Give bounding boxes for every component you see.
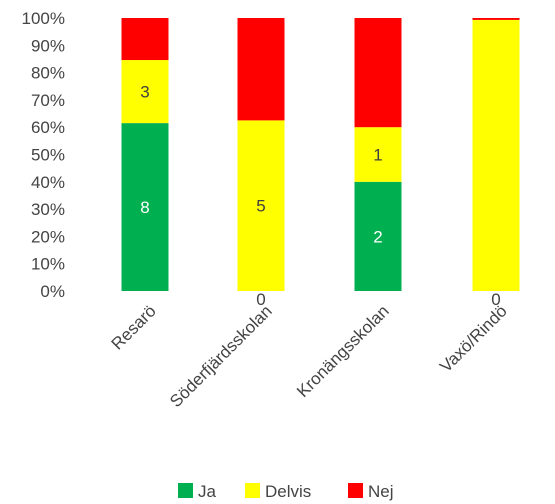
- legend-item-nej: Nej: [348, 482, 394, 501]
- x-axis: Resarö Söderfjärdsskolan Kronängsskolan Vax…: [108, 301, 511, 411]
- data-label: 3: [140, 83, 149, 102]
- legend-label: Delvis: [265, 482, 311, 501]
- bar-segment-nej: [237, 18, 285, 121]
- y-tick-label: 20%: [31, 227, 65, 246]
- bar-segment-delvis: [121, 60, 169, 124]
- bar-segment-nej: [472, 18, 520, 20]
- x-tick-label: Söderfjärdsskolan: [166, 301, 276, 411]
- x-tick-label: Kronängsskolan: [293, 301, 393, 401]
- bars: 8 3 0 5 2 1 0: [121, 18, 520, 309]
- legend-item-delvis: Delvis: [245, 482, 311, 501]
- y-tick-label: 50%: [31, 146, 65, 165]
- y-tick-label: 80%: [31, 64, 65, 83]
- y-tick-label: 30%: [31, 200, 65, 219]
- y-tick-label: 10%: [31, 255, 65, 274]
- legend: Ja Delvis Nej: [178, 482, 394, 501]
- data-label: 0: [491, 290, 500, 309]
- x-tick-label: Vaxö/Rindö: [436, 301, 511, 376]
- bar-segment-ja: [354, 181, 402, 291]
- data-label: 8: [140, 198, 149, 217]
- legend-swatch: [245, 483, 260, 498]
- y-axis: 0% 10% 20% 30% 40% 50% 60% 70% 80% 90% 100%: [22, 9, 65, 301]
- y-tick-label: 40%: [31, 173, 65, 192]
- legend-item-ja: Ja: [178, 482, 217, 501]
- bar-segment-delvis: [354, 127, 402, 182]
- legend-swatch: [178, 483, 193, 498]
- bar-segment-delvis: [472, 19, 520, 291]
- data-label: 2: [373, 227, 382, 246]
- x-tick-label: Resarö: [108, 301, 160, 353]
- data-label: 5: [256, 197, 265, 216]
- y-tick-label: 90%: [31, 36, 65, 55]
- y-tick-label: 100%: [22, 9, 65, 28]
- legend-label: Nej: [368, 482, 394, 501]
- data-label: 1: [373, 146, 382, 165]
- y-tick-label: 0%: [40, 282, 65, 301]
- bar-segment-ja: [121, 123, 169, 291]
- bar-segment-delvis: [237, 120, 285, 291]
- y-tick-label: 60%: [31, 118, 65, 137]
- legend-label: Ja: [198, 482, 217, 501]
- data-label: 0: [256, 290, 265, 309]
- bar-segment-nej: [121, 18, 169, 61]
- y-tick-label: 70%: [31, 91, 65, 110]
- bar-segment-nej: [354, 18, 402, 128]
- legend-swatch: [348, 483, 363, 498]
